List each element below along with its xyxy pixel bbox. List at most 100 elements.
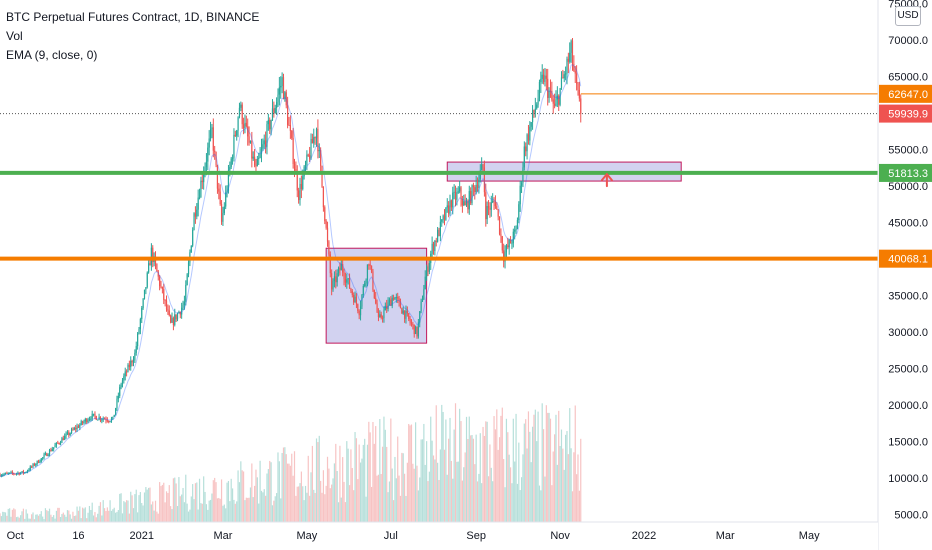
candle-body (142, 298, 144, 309)
price-axis[interactable]: 5000.0 10000.0 15000.0 20000.0 25000.0 30000.… (877, 0, 932, 550)
candle-body (17, 472, 19, 474)
volume-bar (119, 493, 121, 522)
candle-body (55, 442, 58, 446)
candle-body (428, 263, 430, 272)
volume-bar (241, 470, 243, 522)
volume-bar (399, 495, 402, 522)
candle-body (531, 110, 534, 123)
candle-body (46, 453, 48, 456)
volume-bar (555, 414, 557, 522)
volume-bar (209, 499, 212, 522)
candle-body (460, 187, 462, 200)
candle-body (260, 148, 263, 154)
candle-body (28, 469, 30, 471)
volume-bar (326, 456, 329, 522)
volume-bar (253, 485, 256, 522)
volume-bar (167, 492, 169, 522)
candle-body (149, 263, 151, 266)
candle-body (525, 146, 527, 152)
candle-body (266, 124, 268, 147)
volume-bar (397, 436, 399, 522)
volume-bar (141, 503, 143, 522)
candle-body (461, 199, 463, 206)
candle-body (146, 272, 148, 288)
volume-bar (479, 433, 481, 522)
candle-body (181, 307, 183, 315)
volume-bar (386, 446, 388, 522)
candle-body (148, 263, 150, 273)
volume-bar (339, 445, 341, 522)
volume-bar (438, 480, 440, 522)
volume-bar (485, 421, 487, 522)
volume-bar (231, 488, 234, 522)
volume-bar (295, 495, 297, 522)
volume-bar (387, 492, 389, 522)
volume-bar (426, 441, 428, 522)
candle-body (456, 192, 458, 200)
volume-bar (220, 479, 223, 522)
volume-bar (412, 463, 414, 522)
volume-bar (501, 407, 503, 522)
price-label-bg (879, 163, 932, 182)
volume-bar (534, 409, 536, 522)
candle-body (416, 326, 418, 337)
volume-bar (256, 477, 258, 522)
volume-bar (92, 515, 95, 522)
volume-bar (559, 445, 561, 522)
volume-bar (99, 502, 102, 522)
volume-bar (219, 498, 221, 522)
volume-bar (574, 405, 576, 522)
volume-bar (531, 426, 534, 522)
candle-body (72, 429, 74, 431)
volume-bar (17, 516, 19, 522)
volume-bar (324, 494, 326, 522)
volume-bar (161, 484, 163, 522)
volume-bar (558, 410, 560, 522)
candle-body (537, 98, 539, 105)
candle-body (81, 421, 84, 424)
candle-body (339, 267, 341, 271)
volume-bar (450, 460, 452, 522)
arrow-annotation[interactable] (600, 173, 613, 188)
time-axis[interactable]: Oct 16 2021 Mar May Jul Sep Nov 2022 Mar May (0, 521, 878, 550)
volume-bar (59, 516, 62, 522)
candle-body (309, 155, 311, 159)
candle-body (198, 197, 201, 199)
volume-bar (43, 519, 45, 522)
candle-body (14, 473, 16, 475)
candle-body (364, 283, 366, 287)
volume-bar (242, 471, 245, 522)
candle-body (222, 213, 224, 222)
volume-bar (333, 463, 336, 522)
candle-body (459, 187, 461, 192)
volume-bar (379, 419, 381, 522)
candle-body (255, 165, 257, 167)
currency-button[interactable]: USD (895, 6, 921, 26)
volume-indicator-label[interactable]: Vol (6, 29, 23, 43)
candle-body (200, 180, 202, 198)
volume-bar (328, 468, 330, 522)
ema-indicator-label[interactable]: EMA (9, close, 0) (6, 48, 98, 62)
volume-bar (306, 492, 308, 522)
symbol-title[interactable]: BTC Perpetual Futures Contract, 1D, BINA… (6, 10, 260, 24)
candle-body (311, 138, 313, 144)
volume-bar (505, 418, 508, 522)
horizontal-lines[interactable] (0, 93, 878, 261)
candle-body (434, 240, 436, 252)
ema-line-layer (0, 64, 582, 477)
y-tick-label: 20000.0 (888, 400, 928, 412)
volume-bar (102, 500, 104, 522)
candle-body (137, 333, 139, 347)
candle-body (157, 271, 159, 277)
volume-bar (459, 408, 461, 522)
candle-body (522, 167, 524, 184)
candle-body (98, 416, 100, 420)
candle-body (366, 264, 369, 280)
volume-bar (174, 477, 176, 522)
candle-body (507, 245, 509, 248)
candle-body (573, 63, 575, 71)
candle-body (401, 308, 403, 314)
volume-bar (435, 405, 437, 522)
candle-body (353, 294, 355, 303)
